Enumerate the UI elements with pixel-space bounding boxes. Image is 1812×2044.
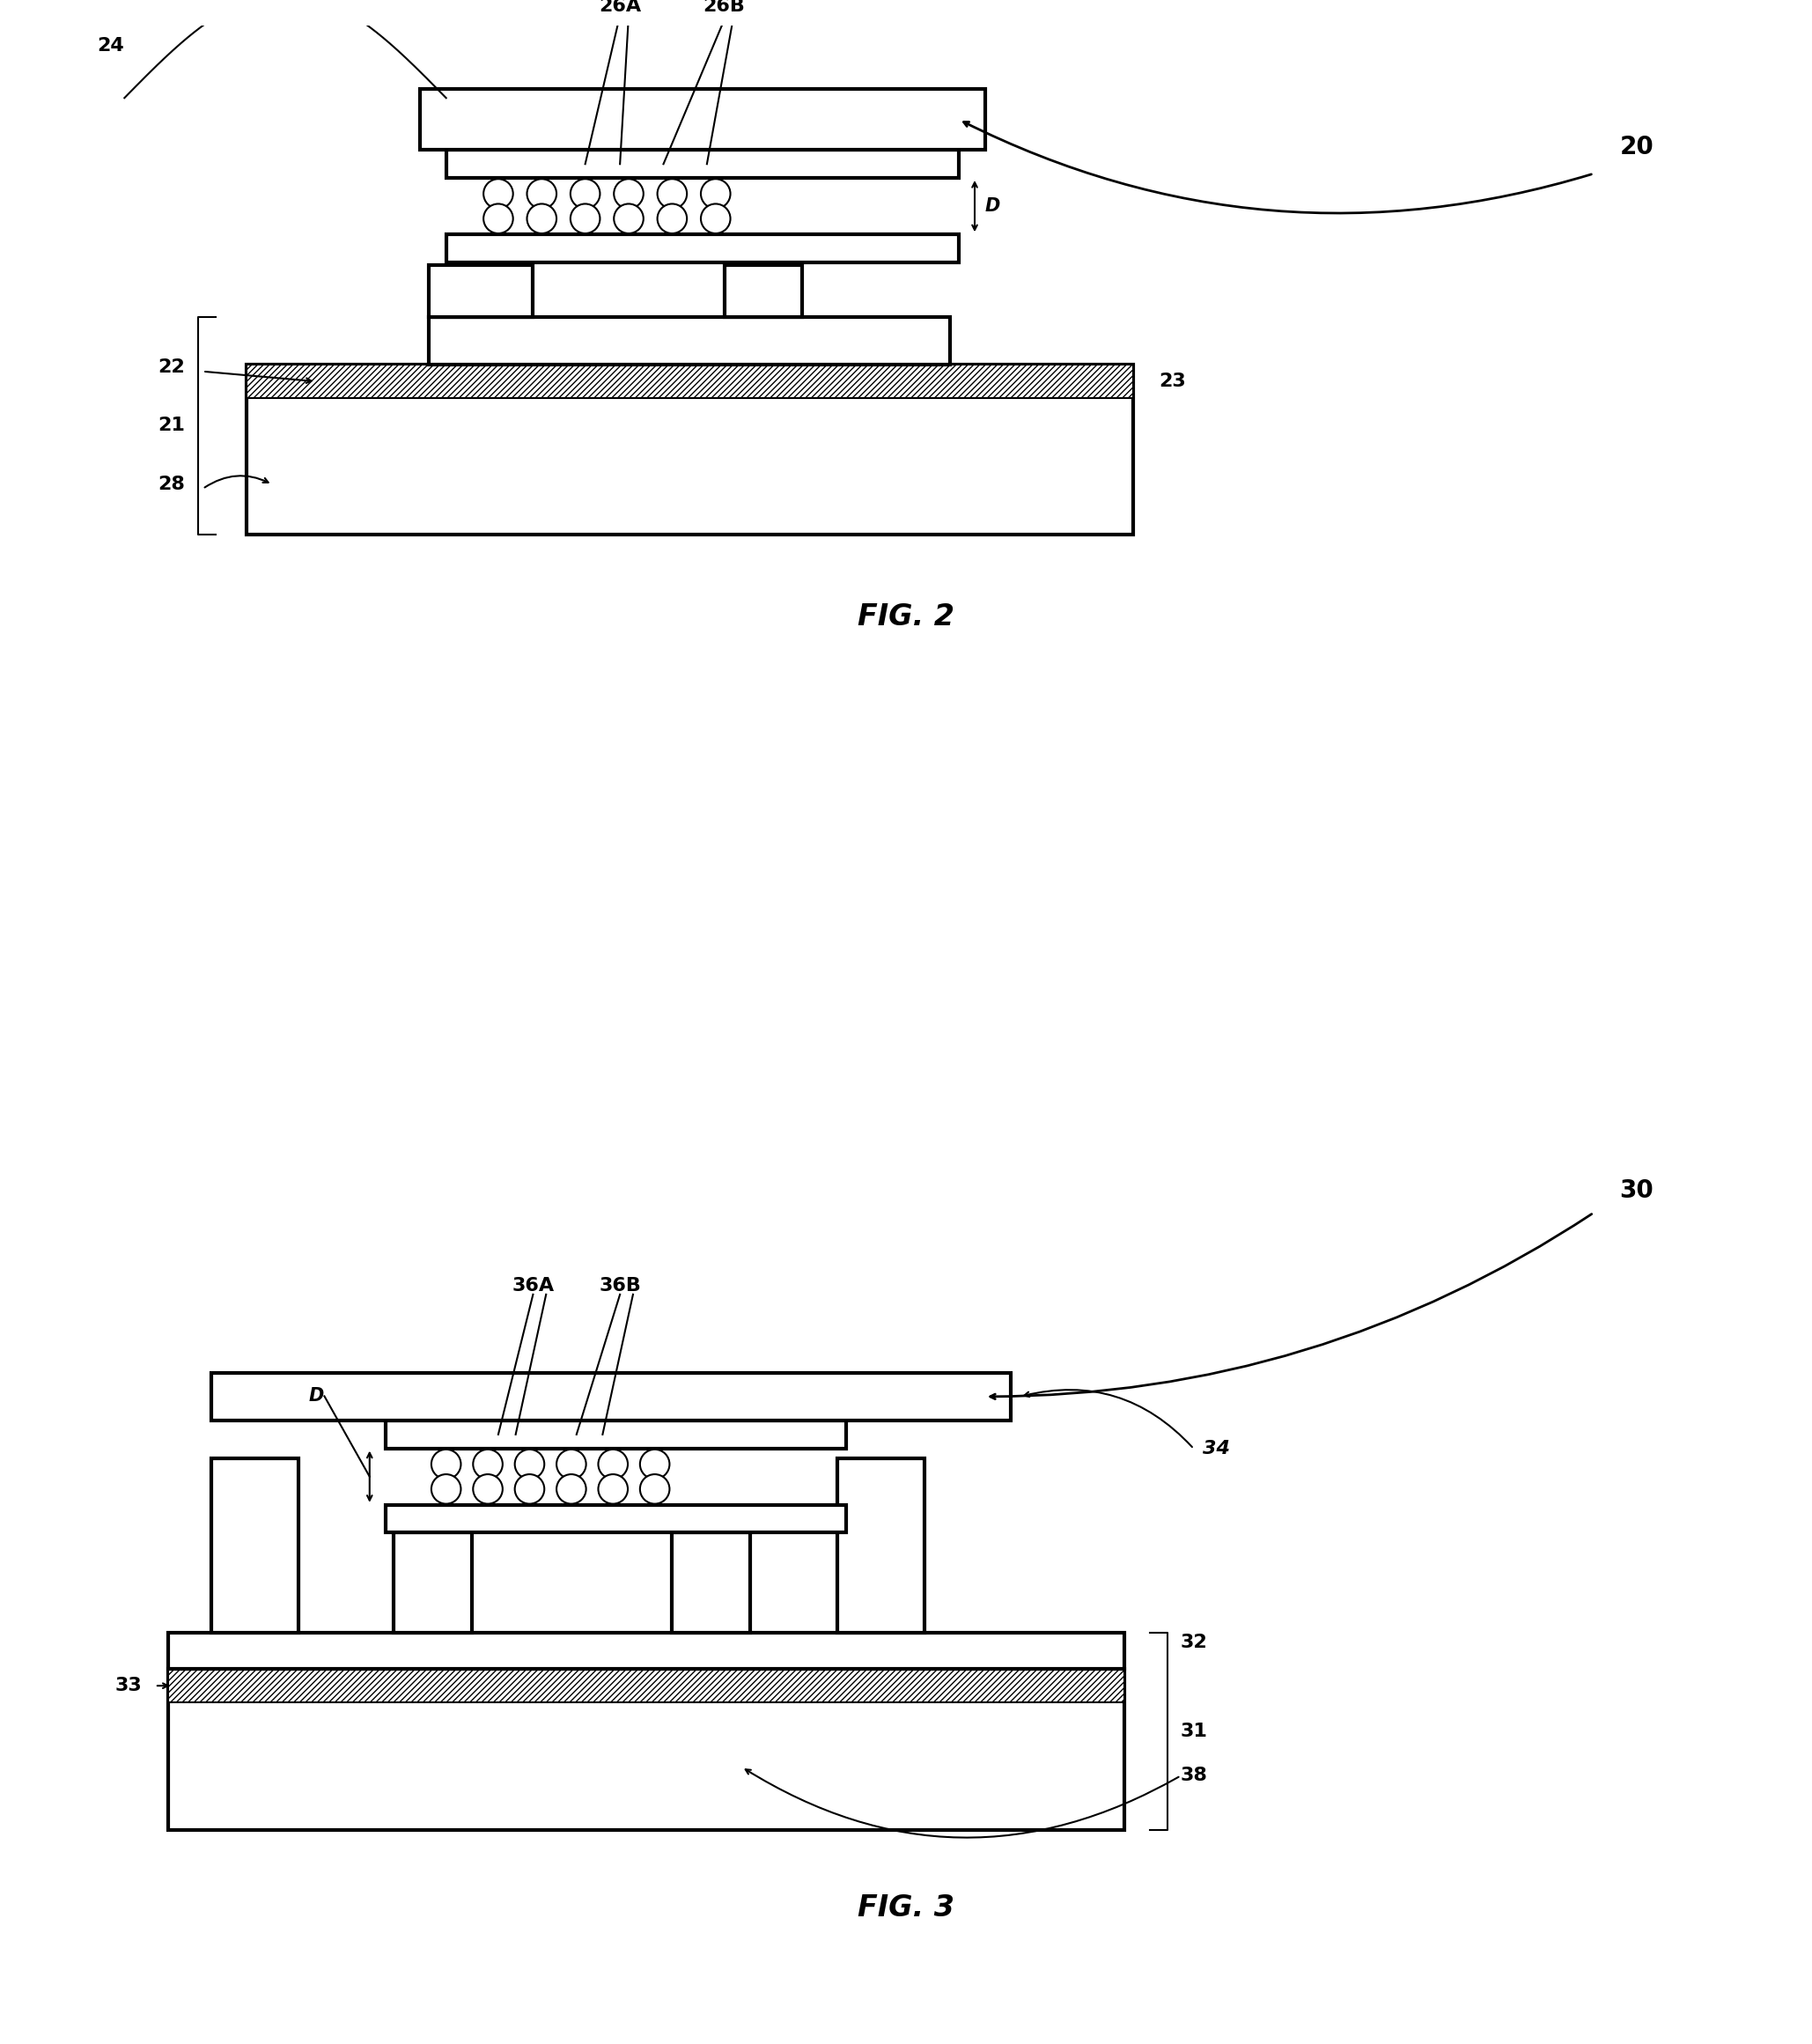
Circle shape: [556, 1449, 585, 1480]
Text: 32: 32: [1181, 1633, 1209, 1652]
Bar: [393, 1533, 473, 1633]
Text: D: D: [986, 198, 1000, 215]
Circle shape: [614, 204, 643, 233]
Bar: [212, 1459, 299, 1633]
Text: 30: 30: [1620, 1179, 1654, 1204]
Circle shape: [598, 1449, 627, 1480]
Bar: [446, 149, 959, 178]
Text: 23: 23: [1160, 372, 1187, 390]
Text: 34: 34: [1203, 1439, 1230, 1457]
Bar: [386, 1504, 846, 1533]
Text: 36B: 36B: [600, 1278, 641, 1294]
Bar: [212, 1374, 1011, 1421]
Circle shape: [431, 1449, 460, 1480]
Bar: [429, 266, 533, 317]
Circle shape: [571, 180, 600, 208]
Bar: [169, 1670, 1123, 1703]
Circle shape: [515, 1449, 544, 1480]
Bar: [725, 266, 803, 317]
Circle shape: [527, 204, 556, 233]
Text: 38: 38: [1181, 1766, 1209, 1784]
Circle shape: [484, 180, 513, 208]
Text: 22: 22: [158, 358, 185, 376]
Text: 28: 28: [158, 476, 185, 493]
Circle shape: [701, 204, 730, 233]
Circle shape: [515, 1474, 544, 1504]
Bar: [169, 1670, 1123, 1829]
Bar: [386, 1421, 846, 1449]
Text: D: D: [310, 1388, 324, 1404]
Text: 21: 21: [158, 417, 185, 435]
Circle shape: [640, 1474, 669, 1504]
Text: 20: 20: [1620, 135, 1654, 159]
Bar: [429, 317, 949, 366]
Circle shape: [598, 1474, 627, 1504]
Bar: [169, 1633, 1123, 1670]
Bar: [246, 366, 1132, 533]
Circle shape: [473, 1474, 502, 1504]
Circle shape: [527, 180, 556, 208]
Text: 33: 33: [114, 1676, 141, 1694]
Text: FIG. 2: FIG. 2: [857, 603, 955, 632]
Circle shape: [431, 1474, 460, 1504]
Circle shape: [614, 180, 643, 208]
Bar: [672, 1533, 750, 1633]
Text: FIG. 3: FIG. 3: [857, 1895, 955, 1923]
Circle shape: [658, 204, 687, 233]
Circle shape: [556, 1474, 585, 1504]
Circle shape: [701, 180, 730, 208]
Bar: [420, 90, 986, 149]
Text: 31: 31: [1181, 1723, 1209, 1739]
Bar: [837, 1459, 924, 1633]
Bar: [246, 366, 1132, 399]
Circle shape: [484, 204, 513, 233]
Circle shape: [640, 1449, 669, 1480]
Bar: [446, 235, 959, 262]
Text: 24: 24: [98, 37, 125, 55]
Text: 26B: 26B: [703, 0, 745, 14]
Text: 36A: 36A: [511, 1278, 554, 1294]
Circle shape: [473, 1449, 502, 1480]
Circle shape: [658, 180, 687, 208]
Text: 26A: 26A: [598, 0, 641, 14]
Circle shape: [571, 204, 600, 233]
